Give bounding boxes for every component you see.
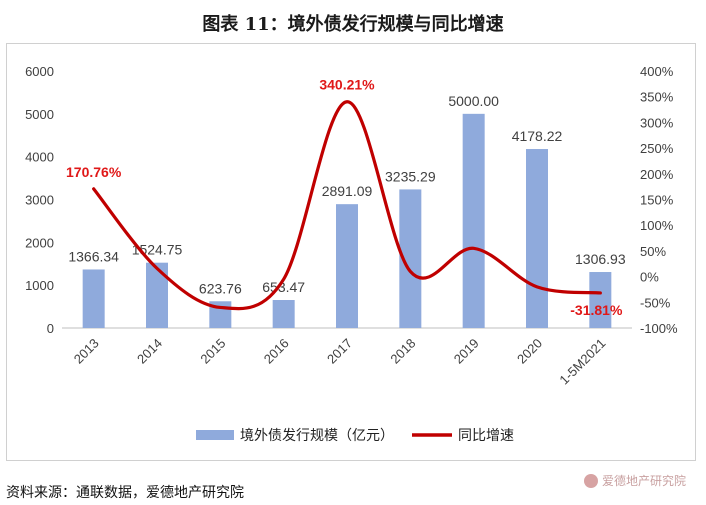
y-left-tick-label: 1000 bbox=[25, 278, 54, 293]
x-tick-label: 2015 bbox=[197, 336, 228, 367]
x-tick-label: 2014 bbox=[134, 336, 165, 367]
y-right-tick-label: -100% bbox=[640, 321, 678, 336]
y-right-tick-label: 150% bbox=[640, 193, 674, 208]
y-left-tick-label: 6000 bbox=[25, 64, 54, 79]
x-tick-label: 2018 bbox=[387, 336, 418, 367]
y-right-tick-label: 0% bbox=[640, 270, 659, 285]
bar bbox=[462, 113, 485, 328]
y-right-tick-label: 250% bbox=[640, 141, 674, 156]
x-tick-label: 2013 bbox=[71, 336, 102, 367]
bar-data-label: 5000.00 bbox=[448, 93, 499, 109]
bar bbox=[399, 189, 422, 328]
bar-data-label: 1366.34 bbox=[68, 248, 119, 264]
y-right-tick-label: -50% bbox=[640, 295, 671, 310]
x-tick-label: 2019 bbox=[451, 336, 482, 367]
y-right-tick-label: 100% bbox=[640, 218, 674, 233]
chart-frame bbox=[6, 43, 696, 461]
watermark: 爱德地产研究院 bbox=[583, 472, 686, 489]
y-left-tick-label: 5000 bbox=[25, 107, 54, 122]
combo-chart: 0 1000 2000 3000 4000 5000 6000 -100% -50% 0% 50% 1… bbox=[25, 64, 678, 443]
bar-data-label: 4178.22 bbox=[512, 128, 563, 144]
watermark-logo-icon bbox=[583, 473, 598, 488]
bar bbox=[336, 204, 358, 328]
line-data-label: -31.81% bbox=[570, 302, 623, 318]
x-tick-label: 2017 bbox=[324, 336, 355, 367]
source-note: 资料来源：通联数据，爱德地产研究院 bbox=[6, 485, 244, 501]
y-right-tick-label: 300% bbox=[640, 115, 674, 130]
bar bbox=[146, 262, 168, 328]
x-tick-label: 1-5M2021 bbox=[556, 336, 608, 388]
line-data-label: 340.21% bbox=[319, 77, 375, 93]
y-right-tick-label: 400% bbox=[640, 64, 674, 79]
bar bbox=[589, 272, 612, 328]
x-tick-label: 2016 bbox=[261, 336, 292, 367]
y-right-tick-label: 50% bbox=[640, 244, 666, 259]
y-left-tick-label: 3000 bbox=[25, 193, 54, 208]
bar bbox=[272, 300, 295, 328]
bar-data-label: 1306.93 bbox=[575, 251, 626, 267]
y-right-tick-label: 350% bbox=[640, 90, 674, 105]
watermark-text: 爱德地产研究院 bbox=[601, 474, 686, 488]
y-left-tick-label: 2000 bbox=[25, 235, 54, 250]
legend-bar-swatch bbox=[196, 430, 234, 440]
chart-title: 图表 11：境外债发行规模与同比增速 bbox=[202, 14, 504, 35]
y-right-tick-label: 200% bbox=[640, 167, 674, 182]
bar bbox=[526, 149, 548, 328]
bar-data-label: 2891.09 bbox=[322, 183, 373, 199]
line-data-label: 170.76% bbox=[66, 164, 122, 180]
bar-data-label: 623.76 bbox=[199, 280, 242, 296]
legend-line-label: 同比增速 bbox=[458, 427, 514, 443]
y-left-tick-label: 0 bbox=[47, 321, 54, 336]
bar-data-label: 3235.29 bbox=[385, 168, 436, 184]
legend-bar-label: 境外债发行规模（亿元） bbox=[240, 427, 394, 443]
bar bbox=[82, 269, 105, 328]
y-left-tick-label: 4000 bbox=[25, 150, 54, 165]
x-tick-label: 2020 bbox=[514, 336, 545, 367]
